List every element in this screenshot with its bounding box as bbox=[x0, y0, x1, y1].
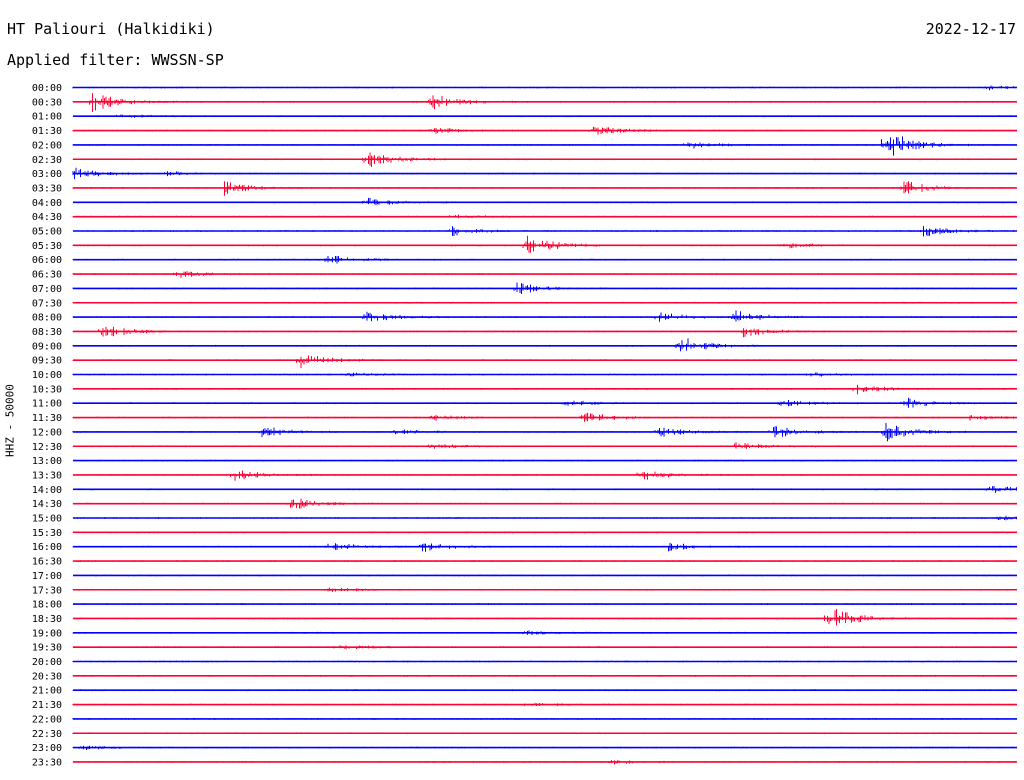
trace-signal-1500 bbox=[72, 515, 1017, 521]
trace-signal-2300 bbox=[72, 745, 1017, 750]
time-label-2000: 20:00 bbox=[32, 657, 62, 668]
trace-signal-0600 bbox=[72, 255, 1016, 264]
time-label-1930: 19:30 bbox=[32, 643, 62, 654]
time-label-1000: 10:00 bbox=[32, 370, 62, 381]
trace-signal-2130 bbox=[72, 702, 1017, 706]
time-label-0900: 09:00 bbox=[32, 341, 62, 352]
trace-signal-1700 bbox=[74, 574, 1017, 577]
time-label-0030: 00:30 bbox=[32, 97, 62, 108]
trace-signal-0000 bbox=[72, 85, 1017, 91]
trace-signal-0930 bbox=[72, 355, 1017, 369]
trace-signal-1030 bbox=[72, 384, 1017, 395]
trace-signal-1330 bbox=[72, 470, 1017, 481]
time-label-0700: 07:00 bbox=[32, 284, 62, 295]
time-label-1430: 14:30 bbox=[32, 499, 62, 510]
trace-signal-0230 bbox=[72, 152, 1017, 167]
trace-signal-0530 bbox=[72, 235, 1017, 253]
trace-signal-1800 bbox=[72, 603, 1017, 605]
time-label-0130: 01:30 bbox=[32, 126, 62, 137]
trace-signal-1000 bbox=[72, 372, 1017, 377]
trace-signal-1430 bbox=[72, 498, 1017, 509]
time-label-1400: 14:00 bbox=[32, 485, 62, 496]
time-label-1100: 11:00 bbox=[32, 399, 62, 410]
time-label-1030: 10:30 bbox=[32, 384, 62, 395]
time-label-0330: 03:30 bbox=[32, 183, 62, 194]
time-label-1300: 13:00 bbox=[32, 456, 62, 467]
time-label-1630: 16:30 bbox=[32, 557, 62, 568]
trace-signal-0330 bbox=[72, 181, 1017, 196]
trace-signal-2330 bbox=[72, 760, 1017, 765]
trace-signal-1900 bbox=[72, 630, 1017, 635]
trace-signal-1600 bbox=[72, 542, 1017, 552]
time-label-1200: 12:00 bbox=[32, 427, 62, 438]
trace-signal-0500 bbox=[72, 226, 1017, 237]
trace-signal-1200 bbox=[72, 423, 1017, 442]
trace-signal-1730 bbox=[72, 587, 1017, 592]
time-label-2300: 23:00 bbox=[32, 743, 62, 754]
trace-signal-0630 bbox=[72, 271, 1017, 278]
time-label-0930: 09:30 bbox=[32, 356, 62, 367]
date-label: 2022-12-17 bbox=[925, 20, 1016, 38]
trace-signal-1530 bbox=[72, 531, 1017, 534]
trace-signal-0800 bbox=[72, 310, 1017, 322]
time-label-2230: 22:30 bbox=[32, 729, 62, 740]
trace-signal-1100 bbox=[72, 397, 1017, 408]
time-label-1600: 16:00 bbox=[32, 542, 62, 553]
time-label-0500: 05:00 bbox=[32, 227, 62, 238]
trace-signal-0300 bbox=[72, 167, 1017, 180]
time-label-0630: 06:30 bbox=[32, 270, 62, 281]
time-label-1230: 12:30 bbox=[32, 442, 62, 453]
trace-signal-1230 bbox=[72, 442, 1017, 449]
time-label-0530: 05:30 bbox=[32, 241, 62, 252]
trace-signal-2230 bbox=[72, 732, 1017, 735]
time-label-2100: 21:00 bbox=[32, 686, 62, 697]
time-label-0600: 06:00 bbox=[32, 255, 62, 266]
time-label-0230: 02:30 bbox=[32, 155, 62, 166]
time-label-1530: 15:30 bbox=[32, 528, 62, 539]
trace-signal-0900 bbox=[72, 338, 1017, 352]
time-label-1800: 18:00 bbox=[32, 600, 62, 611]
trace-signal-2030 bbox=[72, 675, 1017, 677]
trace-signal-0730 bbox=[72, 301, 1017, 304]
time-label-0800: 08:00 bbox=[32, 313, 62, 324]
time-label-0000: 00:00 bbox=[32, 83, 62, 94]
time-label-2200: 22:00 bbox=[32, 714, 62, 725]
trace-signal-0130 bbox=[72, 126, 1017, 135]
time-label-2330: 23:30 bbox=[32, 757, 62, 768]
trace-signal-1630 bbox=[72, 560, 1017, 562]
time-label-0430: 04:30 bbox=[32, 212, 62, 223]
time-label-1500: 15:00 bbox=[32, 514, 62, 525]
time-label-0730: 07:30 bbox=[32, 298, 62, 309]
time-label-0400: 04:00 bbox=[32, 198, 62, 209]
trace-signal-0200 bbox=[72, 136, 1017, 156]
time-label-1700: 17:00 bbox=[32, 571, 62, 582]
time-label-0100: 01:00 bbox=[32, 112, 62, 123]
time-label-1330: 13:30 bbox=[32, 470, 62, 481]
trace-signal-1830 bbox=[72, 608, 1017, 626]
trace-signal-1930 bbox=[72, 645, 1017, 650]
time-label-0300: 03:00 bbox=[32, 169, 62, 180]
trace-signal-0400 bbox=[72, 197, 1017, 206]
time-label-1730: 17:30 bbox=[32, 585, 62, 596]
time-label-1130: 11:30 bbox=[32, 413, 62, 424]
station-title: HT Paliouri (Halkidiki) bbox=[7, 20, 215, 38]
time-label-1830: 18:30 bbox=[32, 614, 62, 625]
trace-signal-0430 bbox=[72, 214, 1017, 219]
time-label-2030: 20:30 bbox=[32, 671, 62, 682]
time-label-0200: 02:00 bbox=[32, 140, 62, 151]
time-label-0830: 08:30 bbox=[32, 327, 62, 338]
trace-signal-2000 bbox=[72, 660, 1017, 663]
trace-signal-1130 bbox=[72, 412, 1017, 422]
filter-label: Applied filter: WWSSN-SP bbox=[7, 51, 224, 69]
time-label-2130: 21:30 bbox=[32, 700, 62, 711]
time-label-1900: 19:00 bbox=[32, 628, 62, 639]
trace-signal-0030 bbox=[72, 93, 1017, 112]
trace-signal-0830 bbox=[72, 326, 1017, 338]
